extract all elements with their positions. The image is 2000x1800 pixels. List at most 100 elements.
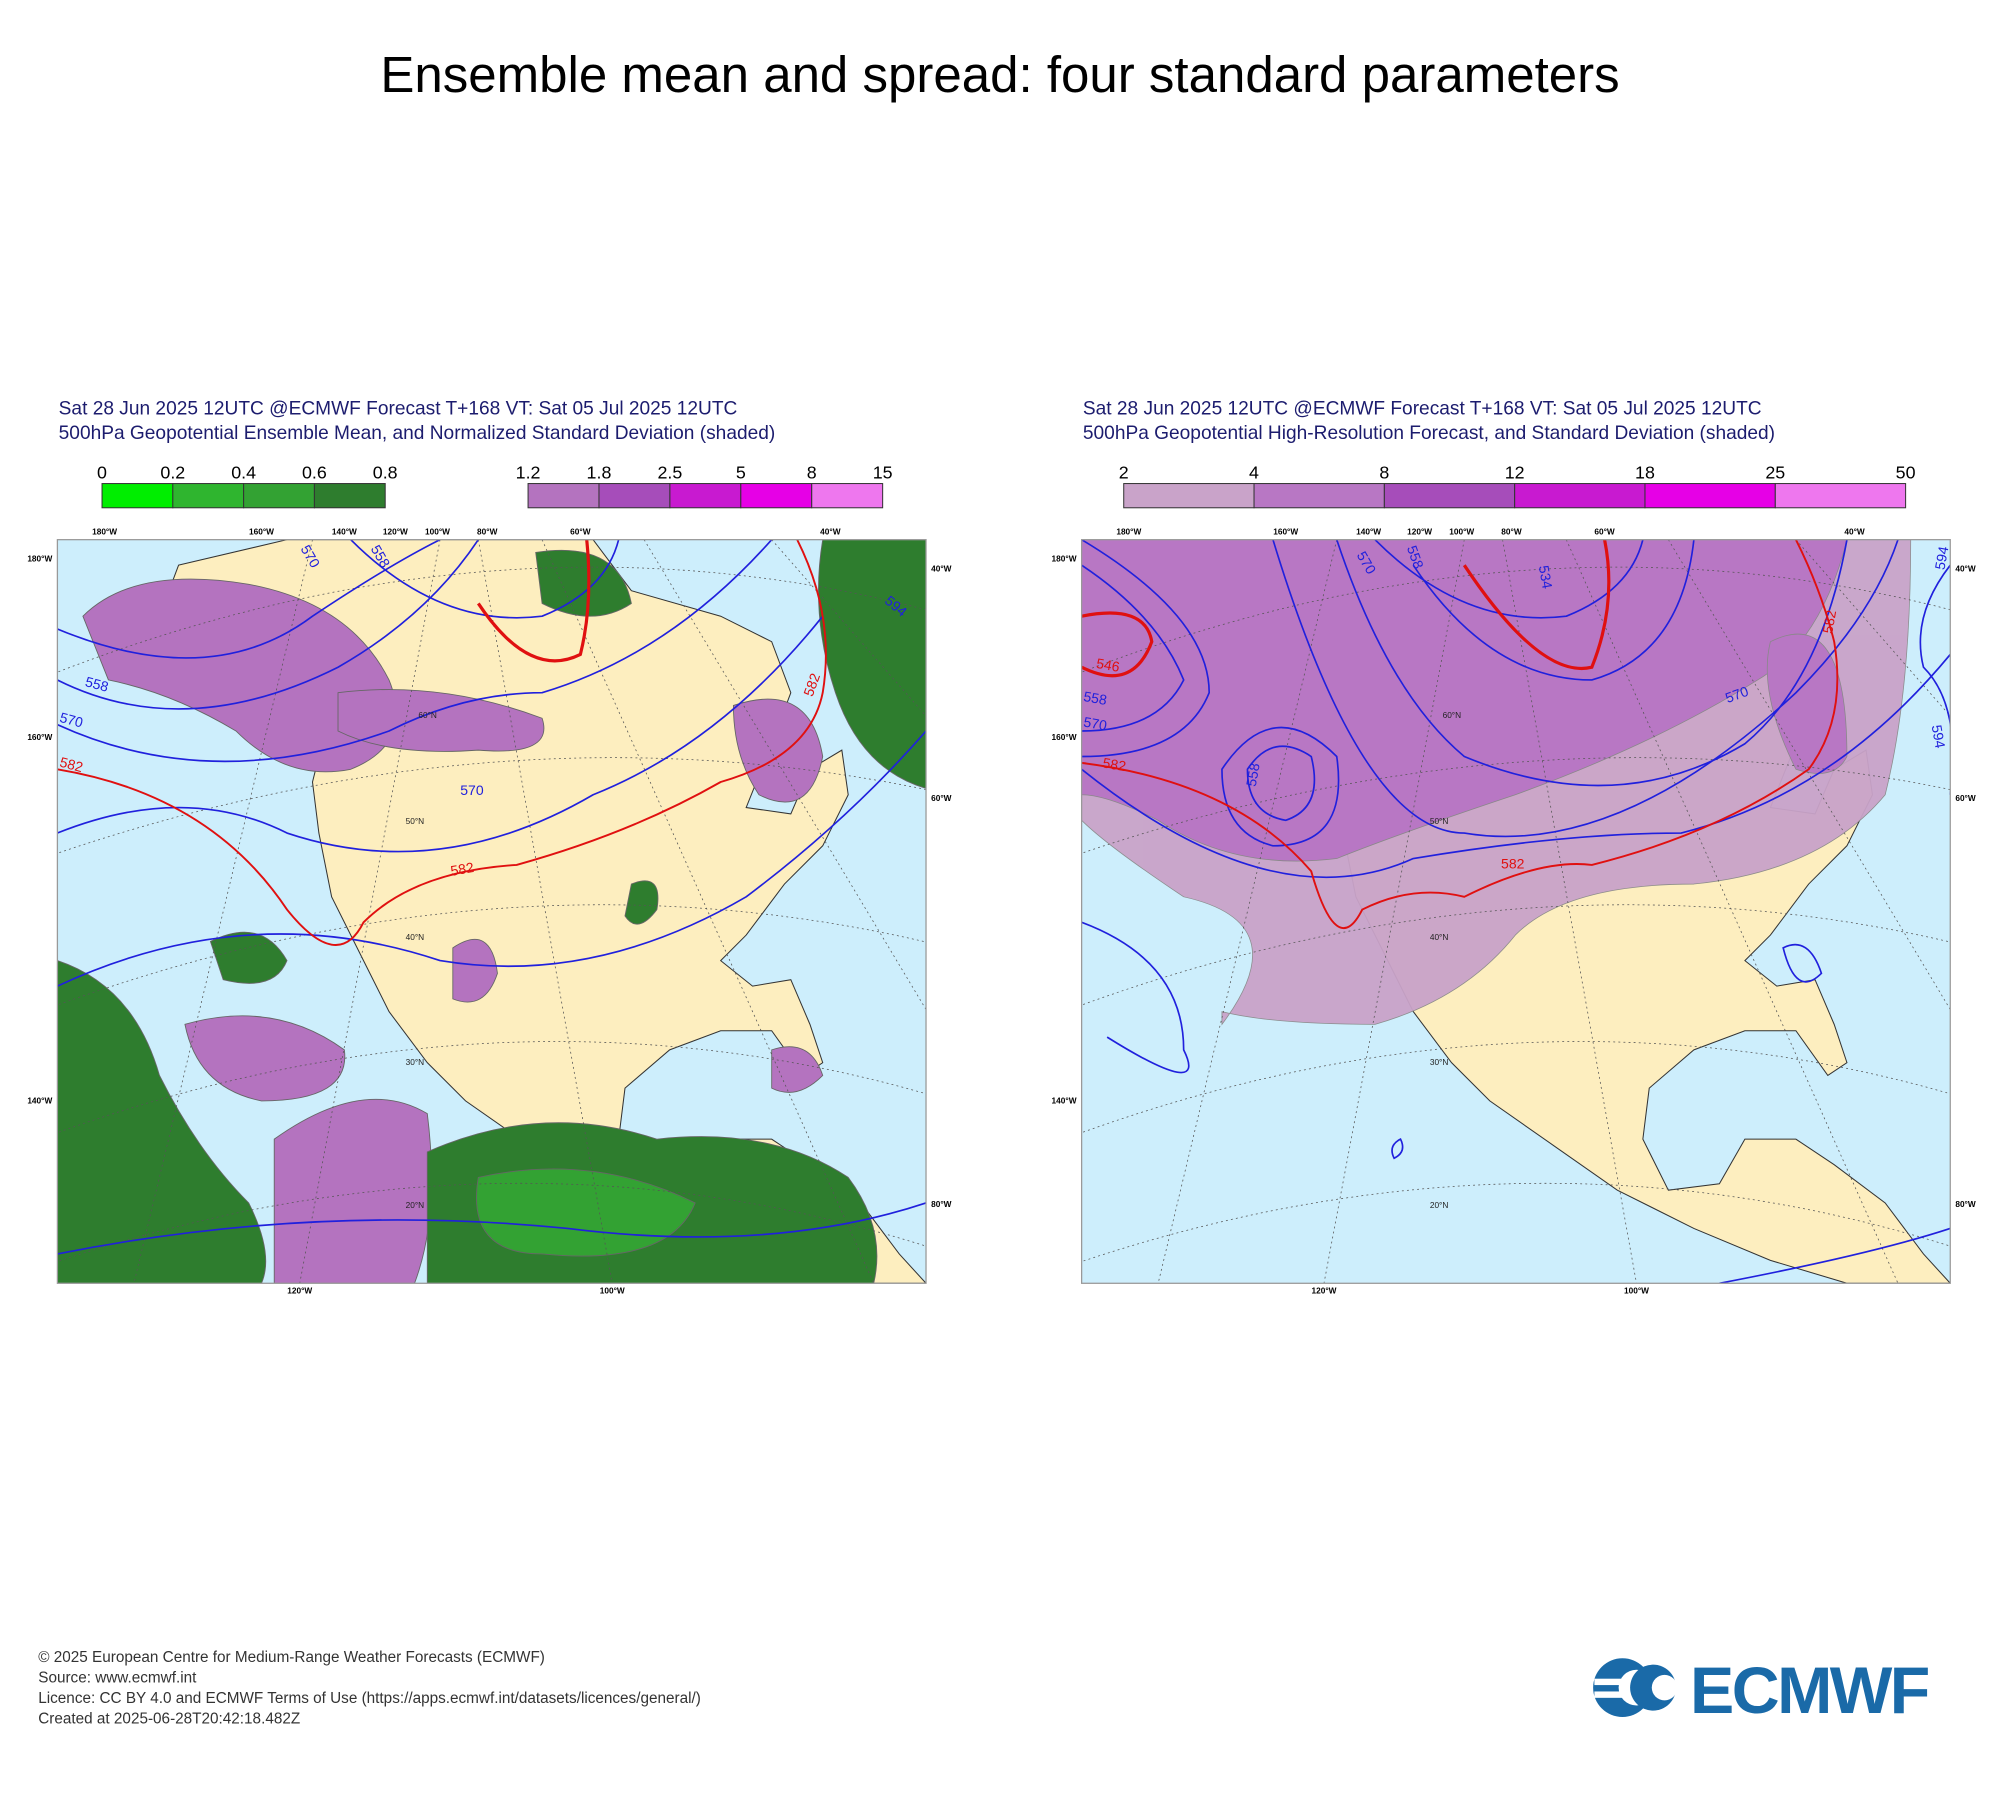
colorbar-segment — [1774, 483, 1907, 509]
lon-label: 40°W — [931, 564, 952, 574]
lon-label: 120°W — [1312, 1285, 1337, 1295]
colorbar-label: 15 — [873, 462, 893, 482]
contour-label: 582 — [1819, 609, 1839, 635]
panel-header: Sat 28 Jun 2025 12UTC @ECMWF Forecast T+… — [1083, 399, 1762, 420]
contour-label: 582 — [1501, 856, 1525, 872]
colorbar-segment — [1383, 483, 1516, 509]
colorbar-segment — [740, 483, 813, 509]
colorbar-label: 0.6 — [302, 462, 327, 482]
lon-label: 80°W — [931, 1199, 952, 1209]
footer-line: Created at 2025-06-28T20:42:18.482Z — [38, 1710, 300, 1727]
lon-label: 40°W — [820, 527, 841, 537]
contour-label: 570 — [1723, 683, 1751, 706]
lon-label: 160°W — [27, 732, 52, 742]
colorbar-label: 2.5 — [657, 462, 682, 482]
map-frame — [56, 539, 927, 1284]
contour-label: 534 — [1536, 564, 1556, 590]
colorbar-segment — [1644, 483, 1776, 509]
lat-label: 20°N — [1430, 1200, 1449, 1210]
footer-line: Licence: CC BY 4.0 and ECMWF Terms of Us… — [38, 1690, 701, 1707]
colorbar-label: 8 — [807, 462, 817, 482]
colorbar-label: 1.2 — [516, 462, 541, 482]
map — [1081, 539, 1951, 1284]
lat-label: 30°N — [406, 1057, 425, 1067]
lon-label: 160°W — [249, 527, 274, 537]
lat-label: 50°N — [406, 816, 425, 826]
colorbar-segment — [1514, 483, 1646, 509]
colorbar-label: 25 — [1765, 462, 1785, 482]
colorbar-segment — [1123, 483, 1255, 509]
contour-label: 594 — [1932, 545, 1952, 571]
colorbar-segment — [243, 483, 315, 509]
map-frame — [1080, 539, 1951, 1284]
lon-label: 180°W — [1052, 553, 1077, 563]
lon-label: 120°W — [383, 527, 408, 537]
logo-text: ECMWF — [1690, 1654, 1929, 1728]
lon-label: 40°W — [1955, 564, 1976, 574]
colorbar-label: 0.2 — [160, 462, 185, 482]
panel-header: Sat 28 Jun 2025 12UTC @ECMWF Forecast T+… — [59, 399, 738, 420]
colorbar-segment — [811, 483, 884, 509]
lat-label: 60°N — [418, 710, 437, 720]
lon-label: 60°W — [1594, 527, 1615, 537]
contour-label: 558 — [84, 673, 111, 695]
colorbar-label: 5 — [736, 462, 746, 482]
contour-label: 558 — [1404, 543, 1427, 571]
page-title: Ensemble mean and spread: four standard … — [380, 46, 1619, 103]
colorbar-label: 18 — [1635, 462, 1655, 482]
lat-label: 50°N — [1430, 816, 1449, 826]
footer-line: Source: www.ecmwf.int — [38, 1670, 197, 1687]
lat-label: 30°N — [1430, 1057, 1449, 1067]
map — [57, 539, 927, 1284]
lon-label: 60°W — [570, 527, 591, 537]
logo: ECMWF — [1593, 1654, 1931, 1728]
lon-label: 60°W — [1955, 793, 1976, 803]
lat-label: 60°N — [1443, 710, 1462, 720]
contour-label: 594 — [1929, 724, 1949, 750]
lat-label: 40°N — [406, 932, 425, 942]
lon-label: 120°W — [1407, 527, 1432, 537]
colorbar-segment — [598, 483, 671, 509]
colorbar-segment — [1253, 483, 1385, 509]
lon-label: 140°W — [1052, 1095, 1077, 1105]
lon-label: 180°W — [1116, 527, 1141, 537]
lon-label: 100°W — [1624, 1285, 1649, 1295]
contour-label: 582 — [1101, 754, 1127, 774]
colorbar-label: 50 — [1896, 462, 1916, 482]
colorbar-label: 0 — [97, 462, 107, 482]
colorbar-segment — [172, 483, 245, 509]
colorbar-label: 4 — [1249, 462, 1259, 482]
lon-label: 160°W — [1052, 732, 1077, 742]
colorbar-label: 12 — [1505, 462, 1525, 482]
footer: © 2025 European Centre for Medium-Range … — [38, 1649, 701, 1727]
lon-label: 140°W — [332, 527, 357, 537]
contour-label: 582 — [449, 859, 475, 879]
colorbar-label: 1.8 — [587, 462, 612, 482]
colorbar-label: 8 — [1379, 462, 1389, 482]
contour-label: 582 — [800, 671, 823, 699]
lon-label: 140°W — [27, 1095, 52, 1105]
lat-label: 20°N — [406, 1200, 425, 1210]
contour-label: 582 — [58, 754, 85, 776]
lon-label: 100°W — [425, 527, 450, 537]
lon-label: 80°W — [477, 527, 498, 537]
lon-label: 80°W — [1501, 527, 1522, 537]
colorbar-label: 0.4 — [231, 462, 256, 482]
contour-label: 546 — [1095, 655, 1121, 675]
lon-label: 100°W — [1449, 527, 1474, 537]
lon-label: 180°W — [92, 527, 117, 537]
contour-label: 558 — [1243, 762, 1263, 788]
lon-label: 160°W — [1273, 527, 1298, 537]
colorbar-segment — [313, 483, 386, 509]
lon-label: 40°W — [1844, 527, 1865, 537]
lon-label: 120°W — [287, 1285, 312, 1295]
lon-label: 180°W — [27, 553, 52, 563]
colorbar-segment — [669, 483, 742, 509]
lon-label: 140°W — [1356, 527, 1381, 537]
colorbar-segment — [527, 483, 600, 509]
lon-label: 60°W — [931, 793, 952, 803]
contour-label: 558 — [1082, 688, 1108, 708]
lon-label: 100°W — [600, 1285, 625, 1295]
colorbar-segment — [101, 483, 174, 509]
